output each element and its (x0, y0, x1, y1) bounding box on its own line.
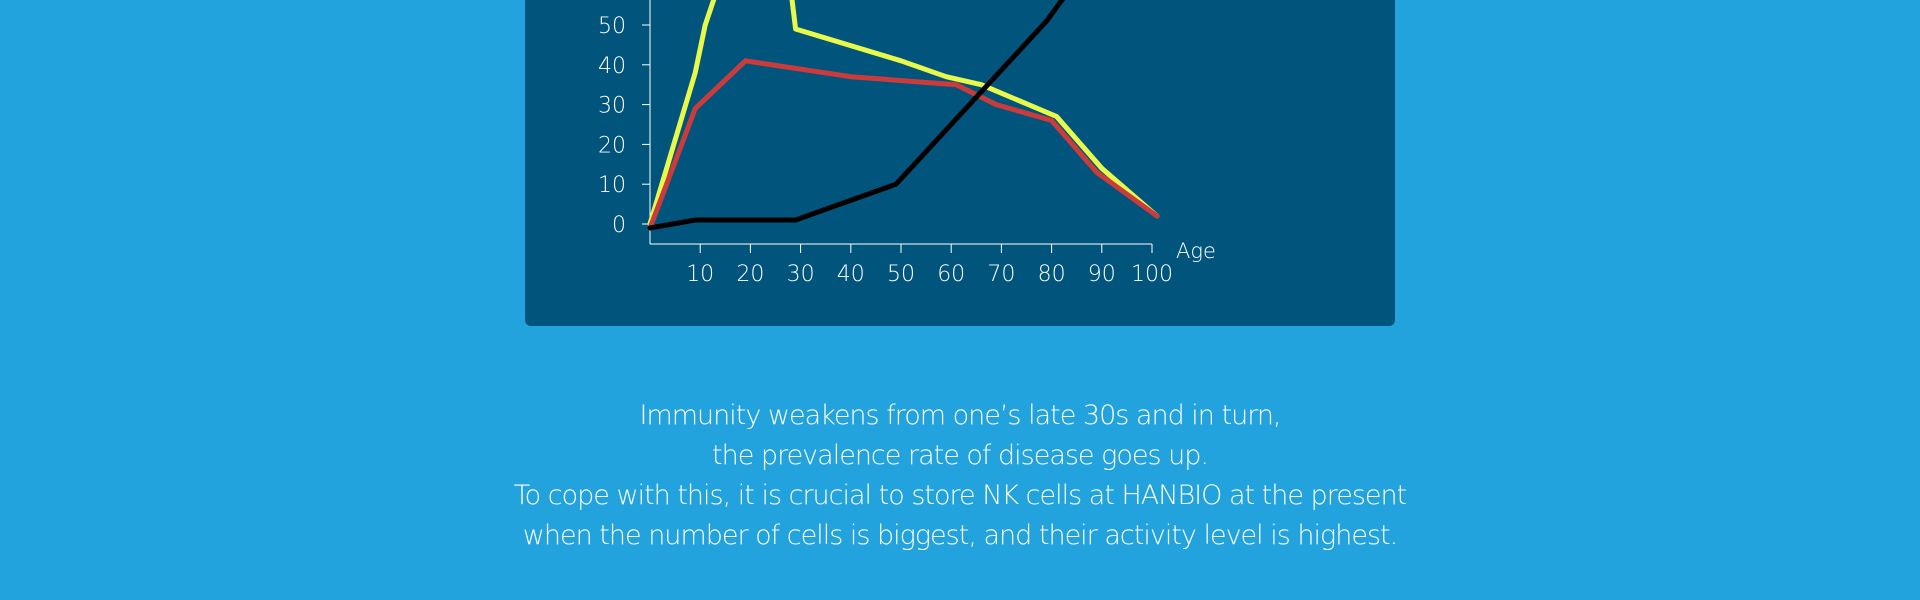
x-tick-label: 10 (686, 262, 714, 287)
y-tick-label: 0 (612, 213, 626, 238)
y-tick-label: 40 (598, 54, 626, 79)
y-tick-label: 50 (598, 14, 626, 39)
x-tick-label: 70 (987, 262, 1015, 287)
x-axis-label: Age (1176, 239, 1216, 263)
y-tick-label: 30 (598, 94, 626, 119)
x-tick-label: 80 (1038, 262, 1066, 287)
series-line-2 (647, 58, 1160, 231)
x-tick-label: 60 (937, 262, 965, 287)
caption-line-3: To cope with this, it is crucial to stor… (513, 480, 1407, 511)
x-tick-label: 20 (736, 262, 764, 287)
x-tick-label: 40 (837, 262, 865, 287)
caption-line-1: Immunity weakens from one’s late 30s and… (639, 400, 1281, 431)
series-line-3 (647, 0, 1066, 231)
series-line-1 (647, 0, 1160, 227)
x-tick-label: 100 (1131, 262, 1173, 287)
x-tick-label: 30 (787, 262, 815, 287)
x-tick-label: 50 (887, 262, 915, 287)
caption-line-2: the prevalence rate of disease goes up. (712, 440, 1209, 471)
caption-text: Immunity weakens from one’s late 30s and… (0, 396, 1920, 556)
y-tick-label: 10 (598, 173, 626, 198)
x-tick-label: 90 (1088, 262, 1116, 287)
caption-line-4: when the number of cells is biggest, and… (522, 520, 1398, 551)
y-tick-label: 20 (598, 133, 626, 158)
